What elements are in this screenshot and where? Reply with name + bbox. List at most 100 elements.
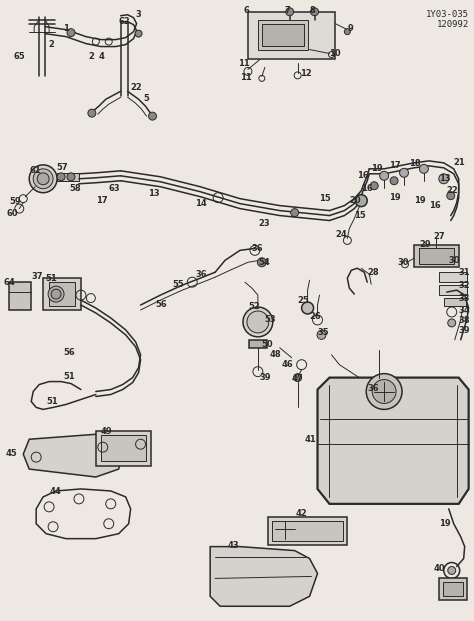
Text: 43: 43	[228, 541, 240, 550]
Text: 2: 2	[88, 52, 94, 60]
Text: 15: 15	[354, 211, 366, 220]
Text: 44: 44	[49, 487, 61, 496]
Text: 11: 11	[238, 60, 250, 68]
Circle shape	[286, 8, 294, 16]
Text: 32: 32	[459, 281, 470, 290]
Text: 51: 51	[63, 371, 75, 381]
Bar	[249, 340, 267, 348]
Text: 8: 8	[310, 6, 315, 15]
Circle shape	[448, 319, 456, 327]
Polygon shape	[210, 546, 318, 606]
Circle shape	[310, 8, 319, 16]
Bar	[439, 272, 466, 282]
Circle shape	[135, 30, 142, 37]
Text: 31: 31	[459, 268, 470, 277]
Text: 64: 64	[3, 278, 15, 287]
Text: 36: 36	[367, 384, 379, 392]
Circle shape	[247, 311, 269, 333]
Text: 6: 6	[244, 6, 250, 15]
Text: 61: 61	[29, 166, 41, 175]
Text: 57: 57	[56, 163, 68, 172]
Circle shape	[29, 165, 57, 193]
Text: 60: 60	[6, 209, 18, 217]
Text: 30: 30	[397, 258, 409, 267]
Bar	[248, 12, 336, 60]
Text: 3: 3	[136, 10, 141, 19]
Bar	[439, 285, 466, 295]
Text: 16: 16	[357, 171, 369, 180]
Bar	[101, 435, 146, 461]
Bar	[414, 245, 459, 267]
Text: 36: 36	[195, 270, 207, 279]
Text: 30: 30	[449, 256, 460, 265]
Text: 49: 49	[101, 427, 112, 437]
Text: 12: 12	[300, 70, 311, 78]
Text: 45: 45	[5, 449, 17, 458]
Text: 55: 55	[173, 280, 184, 289]
Text: 56: 56	[63, 348, 75, 357]
Text: 14: 14	[195, 199, 207, 207]
Circle shape	[291, 209, 299, 217]
Circle shape	[419, 165, 428, 173]
Text: 25: 25	[298, 296, 310, 305]
Text: 1Y03-035
120992: 1Y03-035 120992	[426, 10, 469, 29]
Circle shape	[370, 182, 378, 189]
Text: 51: 51	[46, 397, 58, 407]
Text: 47: 47	[292, 374, 303, 383]
Bar	[57, 173, 79, 181]
Circle shape	[67, 29, 75, 37]
Bar	[419, 248, 454, 265]
Bar	[444, 298, 465, 306]
Text: 2: 2	[48, 40, 54, 48]
Circle shape	[294, 374, 301, 381]
Bar	[443, 582, 463, 596]
Text: 50: 50	[262, 340, 273, 349]
Text: 53: 53	[265, 315, 276, 324]
Text: 24: 24	[336, 230, 347, 240]
Text: 19: 19	[439, 519, 450, 528]
Circle shape	[57, 173, 65, 181]
Text: 22: 22	[447, 186, 458, 195]
Text: 16: 16	[361, 184, 373, 193]
Text: 39: 39	[260, 373, 272, 382]
Text: 52: 52	[248, 302, 260, 311]
Text: 15: 15	[319, 194, 331, 202]
Text: 21: 21	[454, 158, 465, 167]
Circle shape	[448, 566, 456, 574]
Text: 16: 16	[429, 201, 441, 210]
Polygon shape	[318, 378, 469, 504]
Circle shape	[37, 173, 49, 184]
Bar	[96, 432, 151, 466]
Circle shape	[67, 173, 75, 181]
Text: 62: 62	[118, 17, 130, 25]
Text: 9: 9	[347, 24, 353, 33]
Circle shape	[447, 192, 455, 200]
Circle shape	[366, 374, 402, 409]
Bar	[258, 20, 308, 50]
Circle shape	[439, 174, 449, 184]
Circle shape	[257, 258, 266, 267]
Text: 42: 42	[296, 509, 308, 518]
Text: 11: 11	[240, 73, 252, 83]
Bar	[49, 282, 75, 306]
Bar	[268, 517, 347, 545]
Circle shape	[345, 29, 350, 35]
Circle shape	[301, 302, 313, 314]
Text: 37: 37	[31, 272, 43, 281]
Bar	[439, 578, 466, 601]
Text: 56: 56	[155, 300, 167, 309]
Text: 17: 17	[96, 196, 108, 205]
Circle shape	[372, 379, 396, 404]
Text: 63: 63	[109, 184, 120, 193]
Text: 10: 10	[329, 48, 341, 58]
Text: 17: 17	[389, 161, 401, 170]
Text: 26: 26	[310, 312, 321, 321]
Text: 19: 19	[389, 193, 401, 202]
Polygon shape	[23, 434, 123, 477]
Circle shape	[48, 286, 64, 302]
Circle shape	[400, 168, 409, 177]
Text: 33: 33	[459, 294, 470, 303]
Text: 28: 28	[367, 268, 379, 277]
Text: 65: 65	[13, 52, 25, 60]
Bar	[262, 24, 304, 45]
